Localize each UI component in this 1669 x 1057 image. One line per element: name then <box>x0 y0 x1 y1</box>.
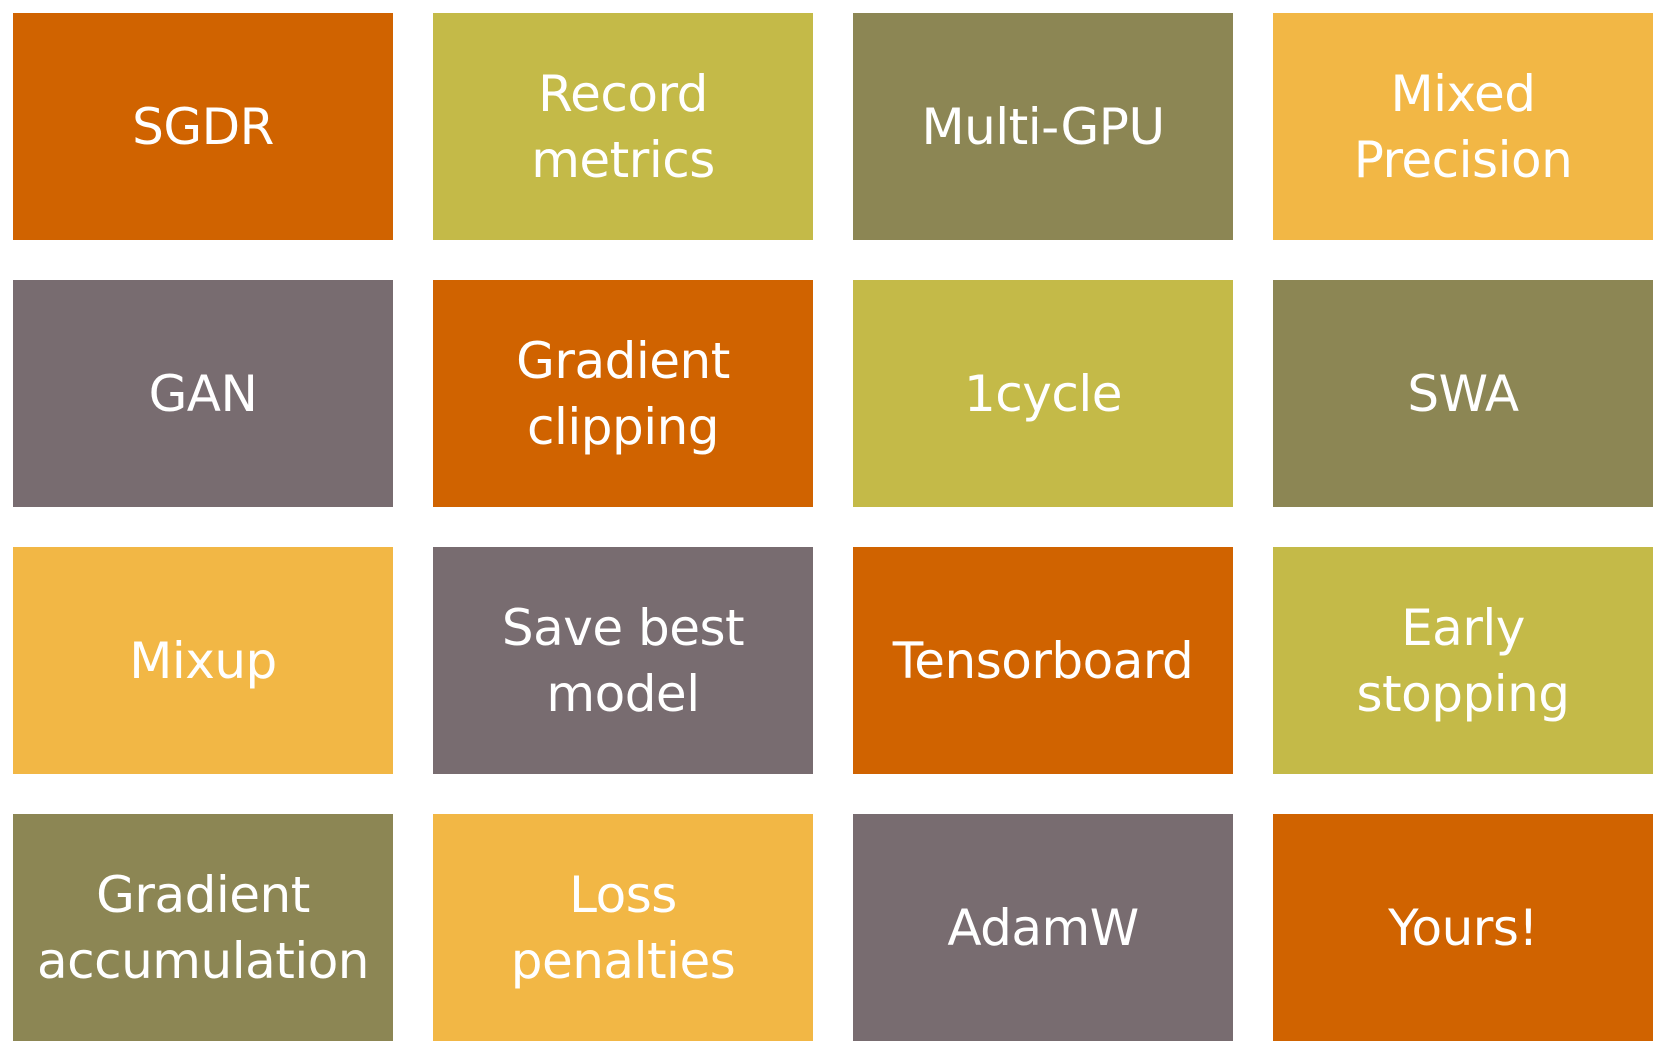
tile-label: Gradient clipping <box>516 331 730 456</box>
tile-label: Record metrics <box>531 64 715 189</box>
tile-label: Save best model <box>501 598 745 723</box>
tile-label: Multi-GPU <box>921 97 1165 156</box>
tile-label: AdamW <box>947 898 1139 957</box>
tile-adamw: AdamW <box>853 814 1233 1041</box>
tile-sgdr: SGDR <box>13 13 393 240</box>
tile-record-metrics: Record metrics <box>433 13 813 240</box>
tile-mixed-precision: Mixed Precision <box>1273 13 1653 240</box>
tile-label: GAN <box>148 364 258 423</box>
tile-label: SWA <box>1407 364 1519 423</box>
tile-yours: Yours! <box>1273 814 1653 1041</box>
tile-gan: GAN <box>13 280 393 507</box>
tile-multi-gpu: Multi-GPU <box>853 13 1233 240</box>
tile-gradient-clipping: Gradient clipping <box>433 280 813 507</box>
tile-save-best-model: Save best model <box>433 547 813 774</box>
tile-label: Mixup <box>129 631 277 690</box>
tile-early-stopping: Early stopping <box>1273 547 1653 774</box>
tile-1cycle: 1cycle <box>853 280 1233 507</box>
tile-label: Loss penalties <box>510 865 736 990</box>
tile-label: Early stopping <box>1356 598 1570 723</box>
tile-label: 1cycle <box>963 364 1123 423</box>
tile-loss-penalties: Loss penalties <box>433 814 813 1041</box>
tile-tensorboard: Tensorboard <box>853 547 1233 774</box>
tile-label: Yours! <box>1388 898 1538 957</box>
tile-label: Mixed Precision <box>1353 64 1573 189</box>
tile-label: Tensorboard <box>892 631 1194 690</box>
tile-swa: SWA <box>1273 280 1653 507</box>
tile-label: SGDR <box>132 97 274 156</box>
tile-label: Gradient accumulation <box>36 865 370 990</box>
tile-gradient-accumulation: Gradient accumulation <box>13 814 393 1041</box>
tile-mixup: Mixup <box>13 547 393 774</box>
feature-tile-grid: SGDR Record metrics Multi-GPU Mixed Precisi… <box>13 13 1653 1041</box>
